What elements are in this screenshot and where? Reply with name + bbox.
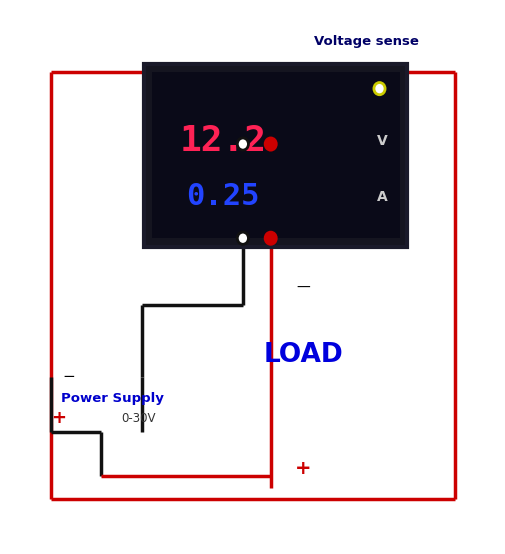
Text: 12.2: 12.2 <box>179 124 266 158</box>
Text: 0.25: 0.25 <box>185 182 259 211</box>
Bar <box>152 72 399 238</box>
Circle shape <box>237 138 248 150</box>
Text: −: − <box>62 369 75 384</box>
Text: V: V <box>376 134 387 148</box>
Text: —: — <box>296 281 310 295</box>
Text: Voltage sense: Voltage sense <box>313 35 418 48</box>
Bar <box>144 64 407 247</box>
Text: 0-30V: 0-30V <box>121 412 156 425</box>
Circle shape <box>237 232 248 244</box>
Circle shape <box>373 83 384 95</box>
Text: +: + <box>295 459 311 478</box>
Text: Power Supply: Power Supply <box>61 392 163 406</box>
Circle shape <box>265 138 276 150</box>
Text: A: A <box>376 189 387 204</box>
Text: LOAD: LOAD <box>263 342 343 367</box>
Circle shape <box>265 232 276 244</box>
Text: +: + <box>50 409 66 427</box>
